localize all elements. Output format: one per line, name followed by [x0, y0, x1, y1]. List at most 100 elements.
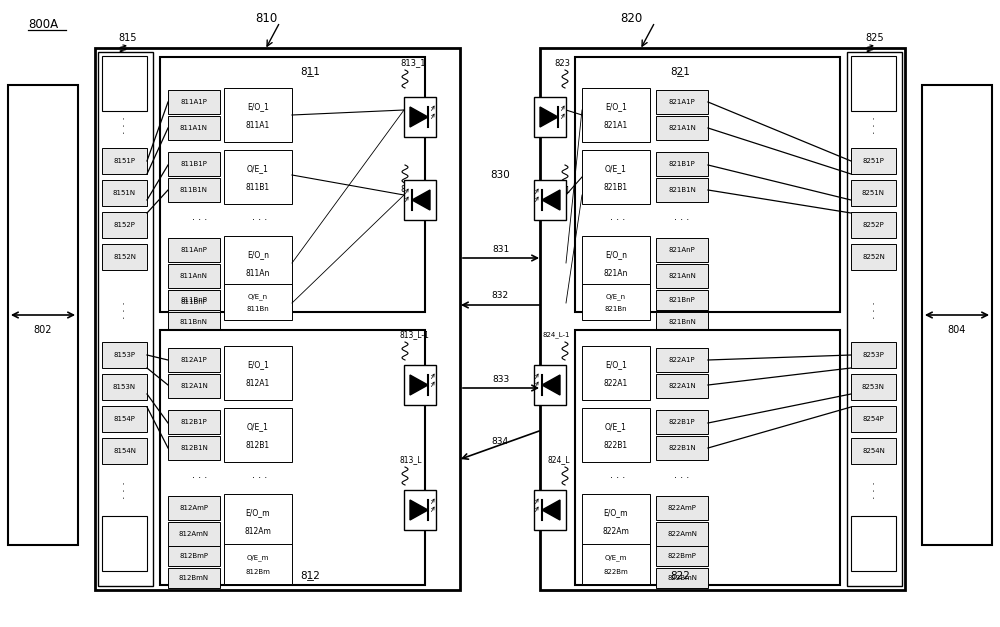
Text: 831: 831	[492, 246, 510, 255]
Text: 824_L: 824_L	[548, 455, 570, 465]
Text: 811BnN: 811BnN	[180, 319, 208, 325]
Bar	[168, 116, 220, 140]
Text: O/E_n: O/E_n	[606, 293, 626, 300]
Text: · · ·: · · ·	[120, 481, 130, 499]
Bar	[582, 346, 650, 400]
Text: 811A1N: 811A1N	[180, 125, 208, 131]
Bar	[656, 178, 708, 202]
Bar	[95, 48, 460, 590]
Text: 8154P: 8154P	[114, 416, 135, 422]
Text: 833: 833	[492, 376, 510, 384]
Text: · · ·: · · ·	[252, 215, 268, 225]
Text: E/O_m: E/O_m	[246, 508, 270, 517]
Text: E/O_1: E/O_1	[605, 361, 627, 369]
Text: 8152P: 8152P	[114, 222, 135, 228]
Bar	[102, 438, 147, 464]
Text: 800A: 800A	[28, 19, 58, 31]
Bar	[168, 410, 220, 434]
Bar	[168, 152, 220, 176]
Text: · · ·: · · ·	[120, 116, 130, 134]
Bar	[160, 57, 425, 312]
Text: 812BmP: 812BmP	[180, 553, 208, 559]
Bar	[168, 90, 220, 114]
Text: 822B1N: 822B1N	[668, 445, 696, 451]
Polygon shape	[542, 500, 560, 520]
Text: E/O_1: E/O_1	[247, 361, 269, 369]
Text: · · ·: · · ·	[252, 473, 268, 483]
Text: 822AmP: 822AmP	[668, 505, 696, 511]
Bar	[168, 522, 220, 546]
Text: 822A1: 822A1	[604, 379, 628, 388]
Text: 8254P: 8254P	[863, 416, 884, 422]
Bar	[656, 348, 708, 372]
Bar	[851, 56, 896, 111]
Bar	[168, 238, 220, 262]
Text: 813_1: 813_1	[400, 58, 426, 68]
Bar	[102, 212, 147, 238]
Bar	[168, 264, 220, 288]
Bar	[534, 490, 566, 530]
Text: 8252N: 8252N	[862, 254, 885, 260]
Bar	[168, 546, 220, 566]
Text: 822Bm: 822Bm	[604, 569, 628, 575]
Bar	[168, 290, 220, 310]
Text: 821A1: 821A1	[604, 121, 628, 130]
Text: 834: 834	[491, 438, 509, 446]
Bar	[851, 180, 896, 206]
Text: 811B1P: 811B1P	[181, 161, 207, 167]
Bar	[851, 406, 896, 432]
Text: 811: 811	[300, 67, 320, 77]
Polygon shape	[540, 107, 558, 127]
Text: E/O_m: E/O_m	[604, 508, 628, 517]
Text: 821AnP: 821AnP	[669, 247, 695, 253]
Bar	[582, 494, 650, 548]
Bar	[582, 236, 650, 290]
Text: 820: 820	[620, 11, 642, 24]
Text: 811A1: 811A1	[246, 121, 270, 130]
Text: 821Bn: 821Bn	[605, 306, 627, 312]
Text: 822B1P: 822B1P	[669, 419, 695, 425]
Bar	[656, 116, 708, 140]
Text: 821An: 821An	[604, 270, 628, 278]
Bar	[102, 244, 147, 270]
Polygon shape	[410, 107, 428, 127]
Bar	[847, 52, 902, 586]
Bar	[168, 374, 220, 398]
Text: 811B1: 811B1	[246, 183, 270, 192]
Bar	[851, 244, 896, 270]
Text: 815: 815	[119, 33, 137, 43]
Text: 812BmN: 812BmN	[179, 575, 209, 581]
Bar	[98, 52, 153, 586]
Bar	[582, 150, 650, 204]
Bar	[224, 150, 292, 204]
Text: 8152N: 8152N	[113, 254, 136, 260]
Text: 823: 823	[554, 58, 570, 68]
Text: 822BmN: 822BmN	[667, 575, 697, 581]
Text: O/E_n: O/E_n	[248, 293, 268, 300]
Bar	[8, 85, 78, 545]
Text: · · ·: · · ·	[674, 215, 690, 225]
Text: 812Bm: 812Bm	[246, 569, 270, 575]
Text: 821A1P: 821A1P	[669, 99, 695, 105]
Text: O/E_m: O/E_m	[605, 555, 627, 561]
Text: 812B1P: 812B1P	[181, 419, 207, 425]
Bar	[224, 284, 292, 320]
Bar	[102, 148, 147, 174]
Bar	[656, 290, 708, 310]
Text: O/E_1: O/E_1	[605, 164, 627, 174]
Text: 812A1N: 812A1N	[180, 383, 208, 389]
Text: 811AnP: 811AnP	[181, 247, 207, 253]
Bar	[224, 408, 292, 462]
Text: · · ·: · · ·	[192, 215, 208, 225]
Text: 8154N: 8154N	[113, 448, 136, 454]
Bar	[102, 180, 147, 206]
Text: 802: 802	[34, 325, 52, 335]
Text: 811AnN: 811AnN	[180, 273, 208, 279]
Text: 804: 804	[948, 325, 966, 335]
Text: · · ·: · · ·	[870, 116, 880, 134]
Bar	[168, 496, 220, 520]
Bar	[168, 178, 220, 202]
Bar	[582, 408, 650, 462]
Bar	[851, 148, 896, 174]
Text: 812B1: 812B1	[246, 441, 270, 450]
